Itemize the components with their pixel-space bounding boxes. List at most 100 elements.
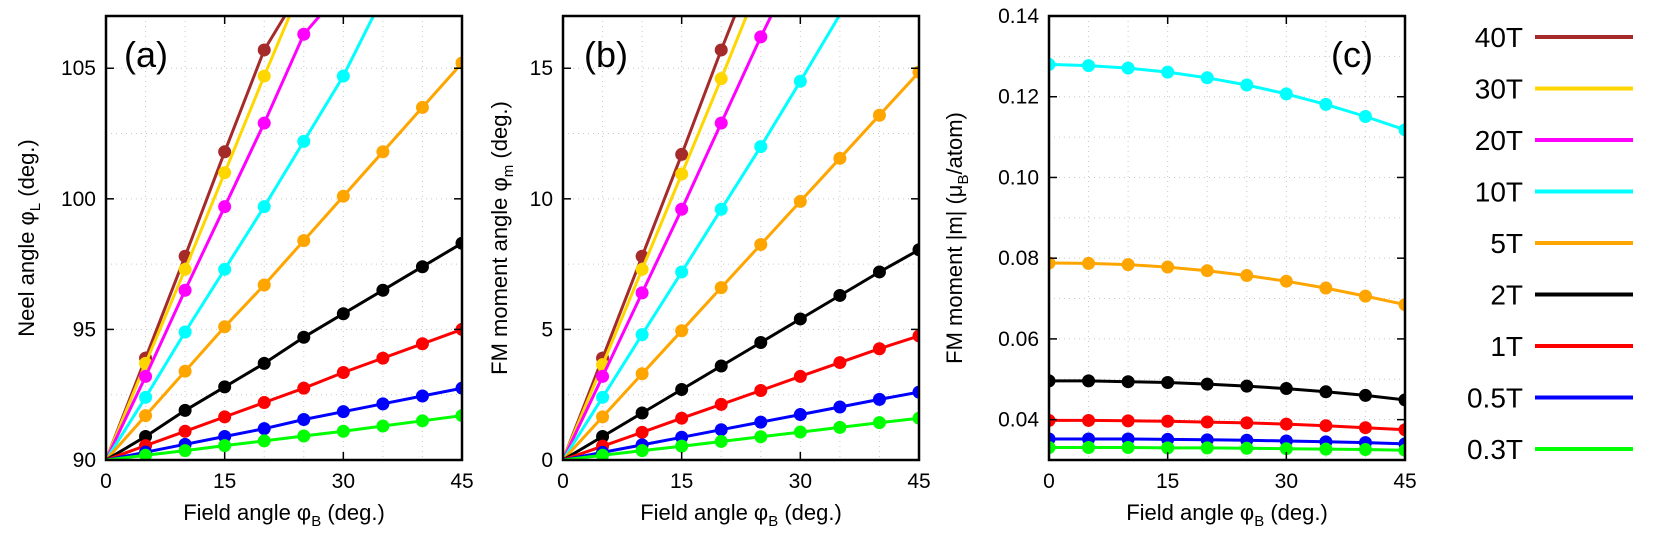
panel-a-point-20t xyxy=(178,283,192,297)
panel-b-xlabel: Field angle φB (deg.) xyxy=(640,500,842,530)
panel-c-point-2t xyxy=(1358,388,1372,402)
legend-label: 40T xyxy=(1475,22,1523,53)
panel-a-point-10t xyxy=(297,134,311,148)
x-tick-label: 0 xyxy=(557,470,569,493)
panel-a-point-10t xyxy=(218,262,232,276)
panel-b-line-1t xyxy=(563,334,919,460)
panel-b-point-0p3t xyxy=(872,416,886,430)
panel-a-point-5t xyxy=(376,145,390,159)
panel-b-point-20t xyxy=(675,202,689,216)
panel-a-point-5t xyxy=(139,409,153,423)
panel-a-point-2t xyxy=(178,403,192,417)
panel-b-point-2t xyxy=(635,406,649,420)
panel-c-point-1t xyxy=(1240,416,1254,430)
panel-c-point-0p3t xyxy=(1161,441,1175,455)
panel-c-point-2t xyxy=(1082,374,1096,388)
panel-b-point-20t xyxy=(596,369,610,383)
panel-b-point-1t xyxy=(793,369,807,383)
panel-a-series xyxy=(106,16,462,460)
panel-a-point-0p3t xyxy=(376,419,390,433)
panel-a-point-1t xyxy=(376,351,390,365)
panel-c-point-1t xyxy=(1398,423,1405,437)
panel-b-line-0p5t xyxy=(563,390,919,460)
legend-label: 5T xyxy=(1490,228,1523,259)
panel-a-point-2t xyxy=(336,307,350,321)
panel-b-point-10t xyxy=(675,265,689,279)
panel-c-point-0p3t xyxy=(1049,440,1056,454)
panel-b-line-30t xyxy=(563,16,748,460)
panel-c: 0 15 30 45 0.04 0.06 0.08 0.10 0.12 0.14 (c) Fiel… xyxy=(942,5,1417,530)
panel-c-point-10t xyxy=(1121,61,1135,75)
panel-a-ticks: 0 15 30 45 90 95 100 105 xyxy=(61,16,474,493)
panel-a-xlabel: Field angle φB (deg.) xyxy=(183,500,385,530)
panel-a-point-2t xyxy=(376,283,390,297)
panel-b-point-10t xyxy=(596,390,610,404)
panel-a-point-40t xyxy=(257,43,271,57)
panel-a-grid xyxy=(106,16,462,460)
panel-a-point-1t xyxy=(178,424,192,438)
panel-b-point-0p5t xyxy=(833,400,847,414)
panel-a-line-2t xyxy=(106,241,462,460)
panel-a-point-2t xyxy=(139,429,153,443)
panel-b-point-2t xyxy=(754,335,768,349)
panel-a-point-20t xyxy=(257,116,271,130)
x-tick-label: 15 xyxy=(213,470,236,493)
x-tick-label: 30 xyxy=(332,470,355,493)
panel-a-label: (a) xyxy=(124,34,168,75)
panel-c-xlabel: Field angle φB (deg.) xyxy=(1126,500,1328,530)
panel-a-point-5t xyxy=(297,234,311,248)
panel-c-label: (c) xyxy=(1331,34,1373,75)
panel-b-point-5t xyxy=(872,108,886,122)
panel-a-point-0p5t xyxy=(218,429,232,443)
x-tick-label: 30 xyxy=(1275,470,1298,493)
panel-b-point-2t xyxy=(596,429,610,443)
panel-b-point-0p5t xyxy=(714,423,728,437)
panel-a-line-10t xyxy=(106,16,375,460)
legend-label: 0.5T xyxy=(1467,383,1523,414)
panel-c-point-5t xyxy=(1161,260,1175,274)
panel-b-point-5t xyxy=(714,281,728,295)
panel-c-point-2t xyxy=(1200,377,1214,391)
panel-c-frame xyxy=(1047,14,1407,462)
panel-a-point-20t xyxy=(297,27,311,41)
legend-label: 30T xyxy=(1475,74,1523,105)
panel-a-point-0p3t xyxy=(336,424,350,438)
panel-a-line-1t xyxy=(106,327,462,460)
panel-b-point-5t xyxy=(635,367,649,381)
x-tick-label: 0 xyxy=(100,470,112,493)
panel-b-point-1t xyxy=(872,342,886,356)
panel-a-point-2t xyxy=(455,236,462,250)
panel-b-label: (b) xyxy=(584,34,628,75)
panel-b-point-20t xyxy=(635,286,649,300)
x-tick-label: 30 xyxy=(789,470,812,493)
y-tick-label: 90 xyxy=(73,449,96,472)
panel-a-point-1t xyxy=(415,337,429,351)
panel-c-point-10t xyxy=(1082,59,1096,73)
panel-b-point-40t xyxy=(714,43,728,57)
panel-a-point-0p5t xyxy=(376,397,390,411)
panel-b-line-10t xyxy=(563,16,841,460)
panel-b-point-5t xyxy=(754,238,768,252)
panel-c-point-2t xyxy=(1279,382,1293,396)
panel-c-point-10t xyxy=(1161,65,1175,79)
panel-a-point-10t xyxy=(139,390,153,404)
panel-c-line-10t xyxy=(1049,62,1405,132)
panel-b-point-0p5t xyxy=(793,408,807,422)
panel-a-line-5t xyxy=(106,62,462,460)
panel-b-point-1t xyxy=(833,356,847,370)
x-tick-label: 15 xyxy=(1156,470,1179,493)
panel-b-point-30t xyxy=(675,167,689,181)
panel-b-point-0p3t xyxy=(754,430,768,444)
panel-c-point-5t xyxy=(1358,289,1372,303)
legend-label: 10T xyxy=(1475,177,1523,208)
panel-c-point-5t xyxy=(1082,256,1096,270)
x-tick-label: 45 xyxy=(907,470,930,493)
y-tick-label: 100 xyxy=(61,188,96,211)
panel-b-point-0p5t xyxy=(872,392,886,406)
panel-a-point-5t xyxy=(257,278,271,292)
panel-b-point-30t xyxy=(714,72,728,86)
panel-b-point-10t xyxy=(754,140,768,154)
panel-a-point-5t xyxy=(415,100,429,114)
